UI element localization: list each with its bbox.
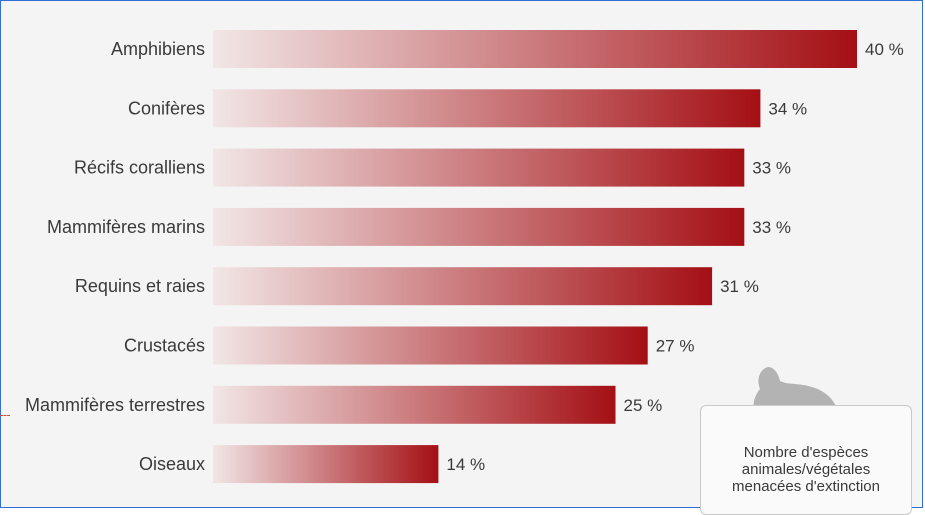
legend-line-2: animales/végétales [741,461,871,478]
legend-line-3: menacées d'extinction [732,478,880,495]
category-label: Oiseaux [139,454,205,474]
category-label: Conifères [128,98,205,118]
bar-4 [213,267,713,306]
bar-0 [213,30,857,68]
category-label: Mammifères marins [47,217,205,237]
value-label: 34 % [768,99,807,118]
category-label: Récifs coralliens [74,158,205,178]
value-label: 25 % [624,396,663,415]
category-label: Mammifères terrestres [25,395,205,415]
category-label: Crustacés [124,336,205,356]
value-label: 33 % [752,159,791,178]
category-label: Requins et raies [75,276,205,296]
bar-3 [213,207,745,246]
bars-layer: Amphibiens 40 % Conifères 34 % Récifs corall… [25,30,904,484]
bar-2 [213,148,745,187]
value-label: 31 % [720,277,759,296]
value-label: 33 % [752,218,791,237]
bar-7 [213,445,439,484]
value-label: 14 % [446,455,485,474]
legend-box: Nombre d'espèces animales/végétales mena… [700,405,912,515]
category-label: Amphibiens [111,39,205,59]
left-edge-dashed-line [0,415,10,416]
bar-6 [213,385,616,424]
bar-1 [213,89,761,128]
legend-text: Nombre d'espèces animales/végétales mena… [701,444,911,495]
bar-5 [213,326,648,365]
value-label: 40 % [865,40,904,59]
legend-line-1: Nombre d'espèces [743,444,869,461]
value-label: 27 % [656,337,695,356]
